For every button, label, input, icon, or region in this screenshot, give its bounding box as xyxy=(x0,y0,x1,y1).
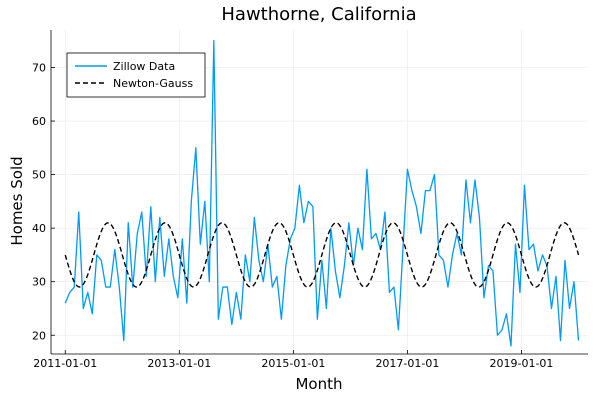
plot-area: 20 30 40 50 60 70 2011-01-01 2013-01-01 2015-01-… xyxy=(32,30,588,370)
axes xyxy=(50,30,588,355)
chart-title: Hawthorne, California xyxy=(221,4,416,25)
legend: Zillow Data Newton-Gauss xyxy=(66,52,206,98)
legend-label-zillow-data: Zillow Data xyxy=(113,60,175,73)
y-tick-label: 60 xyxy=(32,115,46,128)
y-tick-label: 50 xyxy=(32,169,46,182)
x-tick-label: 2017-01-01 xyxy=(375,357,439,370)
y-tick-label: 30 xyxy=(32,276,46,289)
series-line-zillow-data xyxy=(64,40,580,347)
legend-label-newton-gauss: Newton-Gauss xyxy=(113,77,193,90)
x-tick-label: 2015-01-01 xyxy=(261,357,325,370)
y-tick-label: 70 xyxy=(32,61,46,74)
x-tick-label: 2019-01-01 xyxy=(490,357,554,370)
y-tick-label: 20 xyxy=(32,329,46,342)
legend-box xyxy=(66,52,206,98)
ticks: 20 30 40 50 60 70 2011-01-01 2013-01-01 2015-01-… xyxy=(32,61,553,370)
series-line-newton-gauss xyxy=(64,222,580,288)
x-axis-title: Month xyxy=(295,375,342,393)
x-tick-label: 2013-01-01 xyxy=(147,357,211,370)
series-layer xyxy=(64,40,580,347)
y-axis-title: Homes Sold xyxy=(8,156,26,245)
y-tick-label: 40 xyxy=(32,222,46,235)
x-tick-label: 2011-01-01 xyxy=(33,357,97,370)
